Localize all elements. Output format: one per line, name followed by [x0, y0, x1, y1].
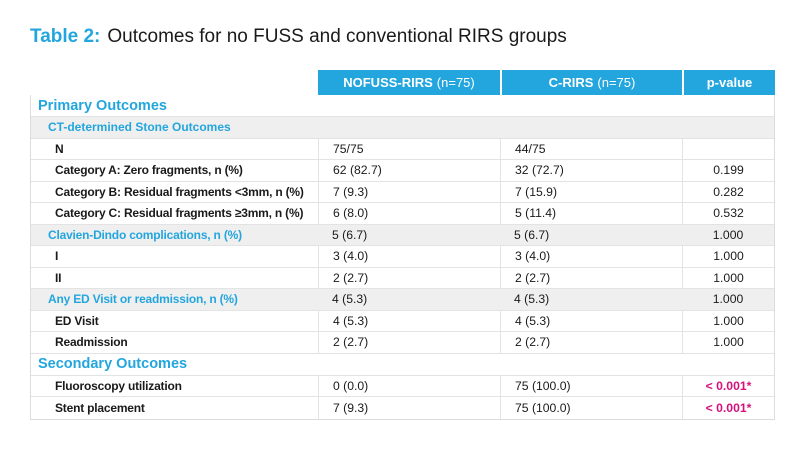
pvalue-cell — [682, 138, 774, 159]
table-row-category-b: Category B: Residual fragments <3mm, n (… — [31, 181, 774, 203]
table-row-fluoroscopy: Fluoroscopy utilization 0 (0.0) 75 (100.… — [31, 375, 774, 397]
table-header-row: NOFUSS-RIRS (n=75) C-RIRS (n=75) p-value — [30, 70, 775, 95]
row-label: I — [55, 249, 59, 264]
pvalue-cell: 1.000 — [682, 246, 774, 267]
pvalue-cell: 1.000 — [712, 292, 744, 307]
value-cell-nofuss: 75/75 — [318, 138, 500, 159]
value-cell-crirs: 75 (100.0) — [500, 397, 682, 419]
row-label: N — [55, 141, 64, 156]
section-row-primary-outcomes: Primary Outcomes — [31, 95, 774, 117]
row-label: Clavien-Dindo complications, n (%) — [48, 227, 242, 242]
pvalue-cell: 1.000 — [712, 227, 744, 242]
table-row-category-c: Category C: Residual fragments ≥3mm, n (… — [31, 203, 774, 225]
section-label: Primary Outcomes — [38, 97, 167, 114]
table-row-grade-ii: II 2 (2.7) 2 (2.7) 1.000 — [31, 267, 774, 289]
page-title: Table 2: Outcomes for no FUSS and convent… — [30, 26, 567, 48]
column-header-pvalue-name: p-value — [706, 75, 753, 90]
table-row-ed-visit: ED Visit 4 (5.3) 4 (5.3) 1.000 — [31, 310, 774, 332]
value-cell-nofuss: 3 (4.0) — [318, 246, 500, 267]
value-cell-nofuss: 7 (9.3) — [318, 181, 500, 202]
value-cell-nofuss: 2 (2.7) — [318, 267, 500, 288]
table-title-text: Outcomes for no FUSS and conventional RI… — [107, 26, 567, 47]
value-cell-crirs: 7 (15.9) — [500, 181, 682, 202]
table-number-label: Table 2: — [30, 26, 101, 47]
column-header-crirs-name: C-RIRS — [548, 75, 594, 90]
column-header-nofuss-n: (n=75) — [436, 75, 475, 90]
table-row-n: N 75/75 44/75 — [31, 138, 774, 160]
value-cell-nofuss: 5 (6.7) — [332, 227, 368, 242]
value-cell-crirs: 2 (2.7) — [500, 332, 682, 353]
value-cell-nofuss: 4 (5.3) — [318, 310, 500, 331]
pvalue-cell: 1.000 — [682, 332, 774, 353]
pvalue-cell-significant: < 0.001* — [682, 397, 774, 419]
column-header-crirs-n: (n=75) — [597, 75, 636, 90]
row-label: Fluoroscopy utilization — [55, 378, 182, 393]
value-cell-nofuss: 0 (0.0) — [318, 375, 500, 396]
column-header-pvalue: p-value — [682, 70, 775, 95]
value-cell-crirs: 4 (5.3) — [514, 292, 550, 307]
table-row-grade-i: I 3 (4.0) 3 (4.0) 1.000 — [31, 246, 774, 268]
value-cell-nofuss: 62 (82.7) — [318, 160, 500, 181]
section-row-secondary-outcomes: Secondary Outcomes — [31, 354, 774, 376]
row-label: Stent placement — [55, 400, 145, 415]
row-label: Category C: Residual fragments ≥3mm, n (… — [55, 206, 304, 221]
value-cell-crirs: 5 (6.7) — [514, 227, 550, 242]
pvalue-cell: 0.532 — [682, 203, 774, 224]
column-header-nofuss-name: NOFUSS-RIRS — [343, 75, 433, 90]
value-cell-crirs: 75 (100.0) — [500, 375, 682, 396]
section-label: Secondary Outcomes — [38, 356, 188, 372]
column-header-c-rirs: C-RIRS (n=75) — [500, 70, 682, 95]
outcomes-table: NOFUSS-RIRS (n=75) C-RIRS (n=75) p-value… — [30, 70, 775, 420]
value-cell-nofuss: 2 (2.7) — [318, 332, 500, 353]
row-label: ED Visit — [55, 313, 99, 328]
value-cell-crirs: 44/75 — [500, 138, 682, 159]
subsection-row-ct-stone-outcomes: CT-determined Stone Outcomes — [31, 117, 774, 139]
subsection-label: CT-determined Stone Outcomes — [48, 120, 231, 135]
row-label: Category B: Residual fragments <3mm, n (… — [55, 184, 304, 199]
table-body: Primary Outcomes CT-determined Stone Out… — [30, 95, 775, 420]
pvalue-cell: 0.199 — [682, 160, 774, 181]
pvalue-cell: 1.000 — [682, 310, 774, 331]
row-label: Readmission — [55, 335, 128, 350]
header-spacer-cell — [30, 70, 318, 95]
value-cell-crirs: 4 (5.3) — [500, 310, 682, 331]
table-row-category-a: Category A: Zero fragments, n (%) 62 (82… — [31, 160, 774, 182]
row-label: II — [55, 270, 62, 285]
row-label: Category A: Zero fragments, n (%) — [55, 163, 243, 178]
value-cell-crirs: 2 (2.7) — [500, 267, 682, 288]
value-cell-nofuss: 4 (5.3) — [332, 292, 368, 307]
value-cell-crirs: 32 (72.7) — [500, 160, 682, 181]
pvalue-cell-significant: < 0.001* — [682, 375, 774, 396]
value-cell-crirs: 3 (4.0) — [500, 246, 682, 267]
subsection-row-clavien-dindo: Clavien-Dindo complications, n (%) 5 (6.… — [31, 224, 774, 246]
table-row-stent-placement: Stent placement 7 (9.3) 75 (100.0) < 0.0… — [31, 397, 774, 419]
column-header-nofuss-rirs: NOFUSS-RIRS (n=75) — [318, 70, 500, 95]
pvalue-cell: 0.282 — [682, 181, 774, 202]
subsection-row-any-ed-visit: Any ED Visit or readmission, n (%) 4 (5.… — [31, 289, 774, 311]
table-row-readmission: Readmission 2 (2.7) 2 (2.7) 1.000 — [31, 332, 774, 354]
value-cell-nofuss: 6 (8.0) — [318, 203, 500, 224]
value-cell-crirs: 5 (11.4) — [500, 203, 682, 224]
row-label: Any ED Visit or readmission, n (%) — [48, 292, 238, 307]
value-cell-nofuss: 7 (9.3) — [318, 397, 500, 419]
pvalue-cell: 1.000 — [682, 267, 774, 288]
